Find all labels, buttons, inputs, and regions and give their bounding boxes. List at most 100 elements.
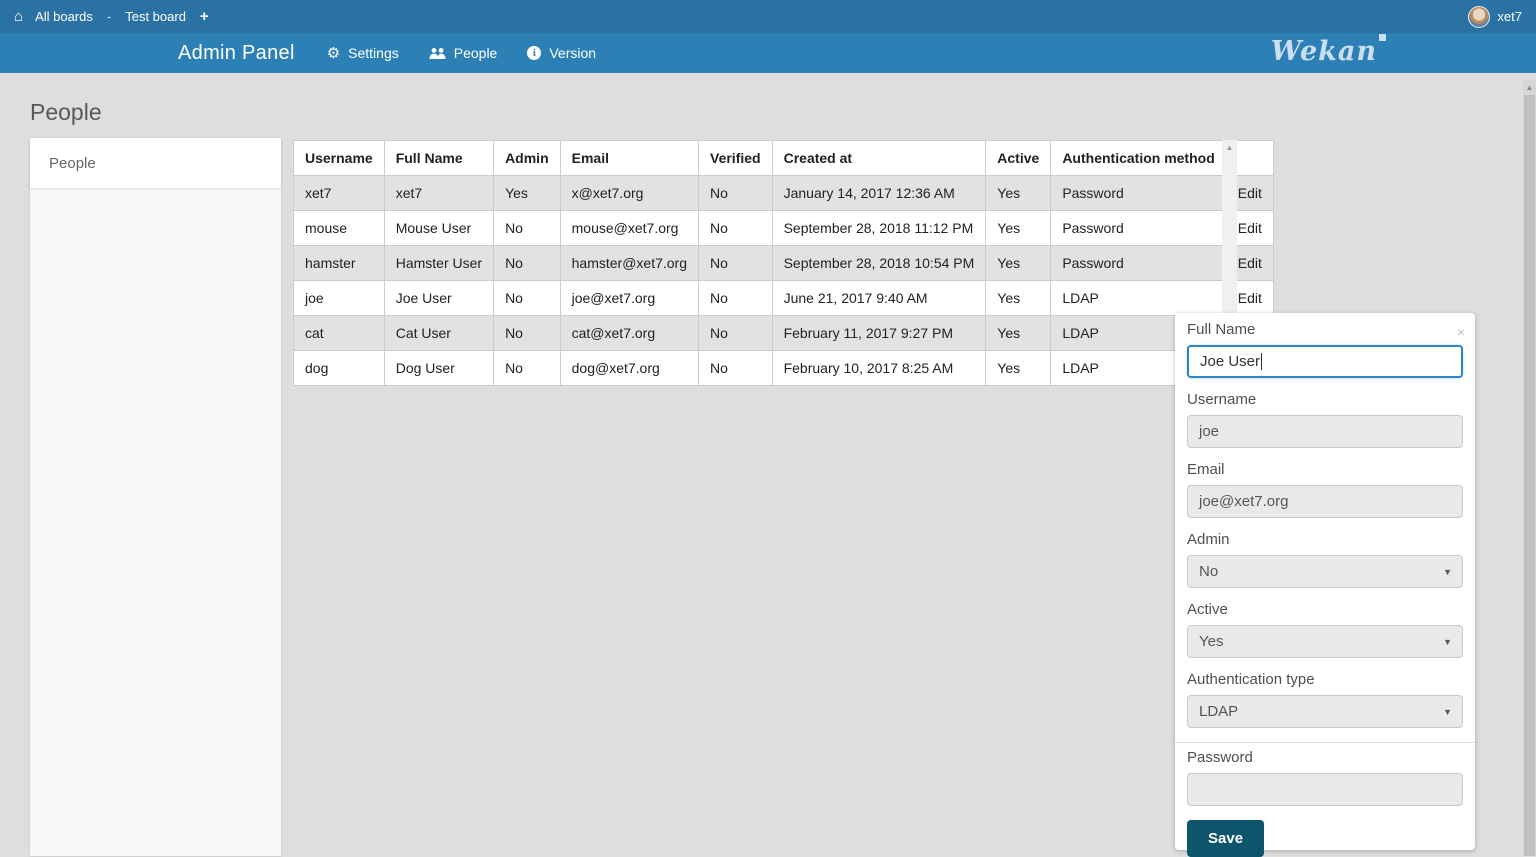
table-cell: No: [698, 350, 773, 386]
chevron-down-icon: ▼: [1443, 566, 1452, 577]
table-cell: Password: [1050, 245, 1227, 281]
username-label: Username: [1187, 391, 1257, 408]
col-verified: Verified: [698, 140, 773, 176]
table-cell: joe: [293, 280, 385, 316]
col-email: Email: [559, 140, 700, 176]
table-cell: February 10, 2017 8:25 AM: [771, 350, 987, 386]
chevron-down-icon: ▼: [1443, 636, 1452, 647]
nav-people[interactable]: People: [429, 45, 498, 61]
table-cell: February 11, 2017 9:27 PM: [771, 315, 987, 351]
panel-divider: [1175, 742, 1475, 743]
close-icon[interactable]: ×: [1456, 324, 1465, 340]
people-table: Username Full Name Admin Email Verified …: [293, 140, 1274, 386]
table-cell: June 21, 2017 9:40 AM: [771, 280, 987, 316]
table-cell: Yes: [985, 245, 1052, 281]
table-cell: Dog User: [383, 350, 495, 386]
breadcrumb-all-boards[interactable]: All boards: [35, 9, 93, 24]
nav-people-label: People: [453, 45, 498, 61]
full-name-label: Full Name: [1187, 321, 1256, 338]
email-input: joe@xet7.org: [1187, 485, 1463, 518]
table-cell: No: [698, 280, 773, 316]
table-cell: Cat User: [383, 315, 495, 351]
chevron-down-icon: ▼: [1443, 706, 1452, 717]
edit-link[interactable]: Edit: [1237, 255, 1262, 271]
active-label: Active: [1187, 601, 1228, 618]
table-cell: hamster: [293, 245, 385, 281]
username-label[interactable]: xet7: [1497, 9, 1522, 24]
table-cell: dog@xet7.org: [559, 350, 700, 386]
password-input[interactable]: [1187, 773, 1463, 806]
text-caret: [1261, 353, 1263, 370]
table-cell: No: [698, 210, 773, 246]
table-cell: Password: [1050, 210, 1227, 246]
table-header-row: Username Full Name Admin Email Verified …: [293, 140, 1274, 176]
col-active: Active: [985, 140, 1052, 176]
auth-type-select[interactable]: LDAP ▼: [1187, 695, 1463, 728]
gear-icon: ⚙: [326, 45, 341, 62]
table-cell: joe@xet7.org: [559, 280, 700, 316]
table-row: xet7 xet7 Yes x@xet7.org No January 14, 2017 …: [293, 175, 1274, 211]
col-admin: Admin: [493, 140, 561, 176]
table-cell: No: [493, 350, 561, 386]
user-avatar[interactable]: [1468, 5, 1491, 28]
logo-dot: [1379, 34, 1386, 41]
nav-settings[interactable]: ⚙ Settings: [327, 44, 399, 62]
scroll-up-icon[interactable]: ▲: [1225, 143, 1234, 152]
table-cell: x@xet7.org: [559, 175, 700, 211]
save-button[interactable]: Save: [1187, 820, 1265, 857]
admin-select[interactable]: No ▼: [1187, 555, 1463, 588]
edit-link[interactable]: Edit: [1237, 290, 1262, 306]
table-cell: hamster@xet7.org: [559, 245, 700, 281]
table-cell: mouse: [293, 210, 385, 246]
admin-label: Admin: [1187, 531, 1230, 548]
page-scrollbar-thumb[interactable]: [1524, 95, 1535, 856]
table-cell: No: [493, 315, 561, 351]
edit-user-panel: × Full Name Joe User Username joe Email …: [1175, 313, 1475, 857]
table-row: cat Cat User No cat@xet7.org No February 11, …: [293, 315, 1274, 351]
table-row: hamster Hamster User No hamster@xet7.org No S…: [293, 245, 1274, 281]
auth-type-label: Authentication type: [1187, 671, 1315, 688]
sidebar-item-people[interactable]: People: [30, 138, 281, 188]
admin-nav: ⚙ Settings People i Version: [327, 44, 596, 62]
table-cell: Hamster User: [383, 245, 495, 281]
admin-header: Admin Panel ⚙ Settings People i Version …: [0, 33, 1536, 73]
wekan-logo: Wekan: [1271, 34, 1386, 67]
nav-version[interactable]: i Version: [527, 45, 596, 61]
breadcrumb-board[interactable]: Test board: [125, 9, 186, 24]
nav-version-label: Version: [549, 45, 597, 61]
table-cell: LDAP: [1050, 280, 1227, 316]
sidebar: People: [30, 138, 281, 856]
page-scroll-up-icon[interactable]: ▲: [1525, 83, 1534, 92]
table-cell: Mouse User: [383, 210, 495, 246]
breadcrumb-separator: -: [106, 9, 112, 24]
page-scrollbar[interactable]: ▲: [1523, 80, 1536, 856]
table-cell: September 28, 2018 11:12 PM: [771, 210, 987, 246]
table-cell: Yes: [985, 210, 1052, 246]
info-icon: i: [527, 46, 542, 60]
home-icon[interactable]: ⌂: [14, 8, 24, 25]
col-full-name: Full Name: [383, 140, 495, 176]
full-name-input[interactable]: Joe User: [1187, 345, 1463, 378]
table-cell: Yes: [985, 350, 1052, 386]
table-cell: Yes: [985, 280, 1052, 316]
table-cell: Joe User: [383, 280, 495, 316]
active-select[interactable]: Yes ▼: [1187, 625, 1463, 658]
edit-link[interactable]: Edit: [1237, 220, 1262, 236]
table-cell: Password: [1050, 175, 1227, 211]
page-title: People: [30, 99, 102, 125]
password-label: Password: [1187, 749, 1253, 766]
table-cell: January 14, 2017 12:36 AM: [771, 175, 987, 211]
table-cell: No: [493, 210, 561, 246]
table-cell: mouse@xet7.org: [559, 210, 700, 246]
table-cell: September 28, 2018 10:54 PM: [771, 245, 987, 281]
table-row: mouse Mouse User No mouse@xet7.org No Septemb…: [293, 210, 1274, 246]
table-cell: No: [698, 175, 773, 211]
nav-settings-label: Settings: [348, 45, 399, 61]
edit-link[interactable]: Edit: [1237, 185, 1262, 201]
table-cell: No: [493, 245, 561, 281]
table-row: dog Dog User No dog@xet7.org No February 10, …: [293, 350, 1274, 386]
table-cell: Yes: [985, 315, 1052, 351]
top-bar: ⌂ All boards - Test board + xet7: [0, 0, 1536, 33]
table-cell: cat@xet7.org: [559, 315, 700, 351]
add-board-icon[interactable]: +: [199, 8, 209, 25]
